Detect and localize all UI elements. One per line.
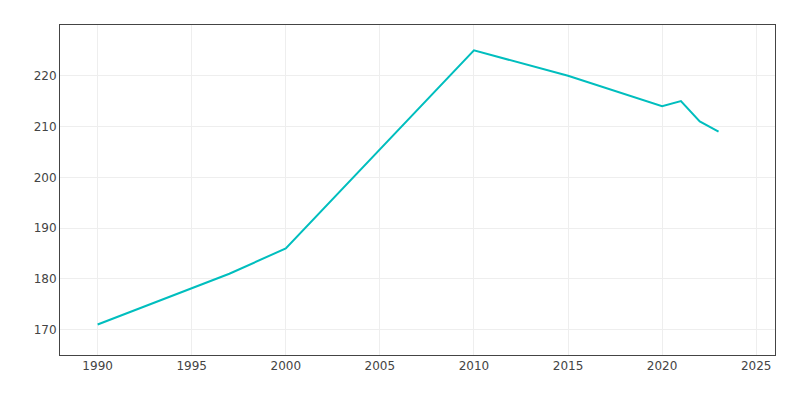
svg-text:2020: 2020: [647, 359, 678, 373]
svg-text:2005: 2005: [365, 359, 396, 373]
svg-text:1995: 1995: [176, 359, 207, 373]
svg-text:180: 180: [34, 272, 57, 286]
svg-text:170: 170: [34, 323, 57, 337]
svg-text:2000: 2000: [271, 359, 302, 373]
svg-text:200: 200: [34, 171, 57, 185]
svg-text:1990: 1990: [82, 359, 113, 373]
svg-text:2025: 2025: [741, 359, 772, 373]
svg-text:2015: 2015: [553, 359, 584, 373]
svg-text:2010: 2010: [459, 359, 490, 373]
svg-text:210: 210: [34, 120, 57, 134]
svg-text:190: 190: [34, 221, 57, 235]
svg-text:220: 220: [34, 69, 57, 83]
